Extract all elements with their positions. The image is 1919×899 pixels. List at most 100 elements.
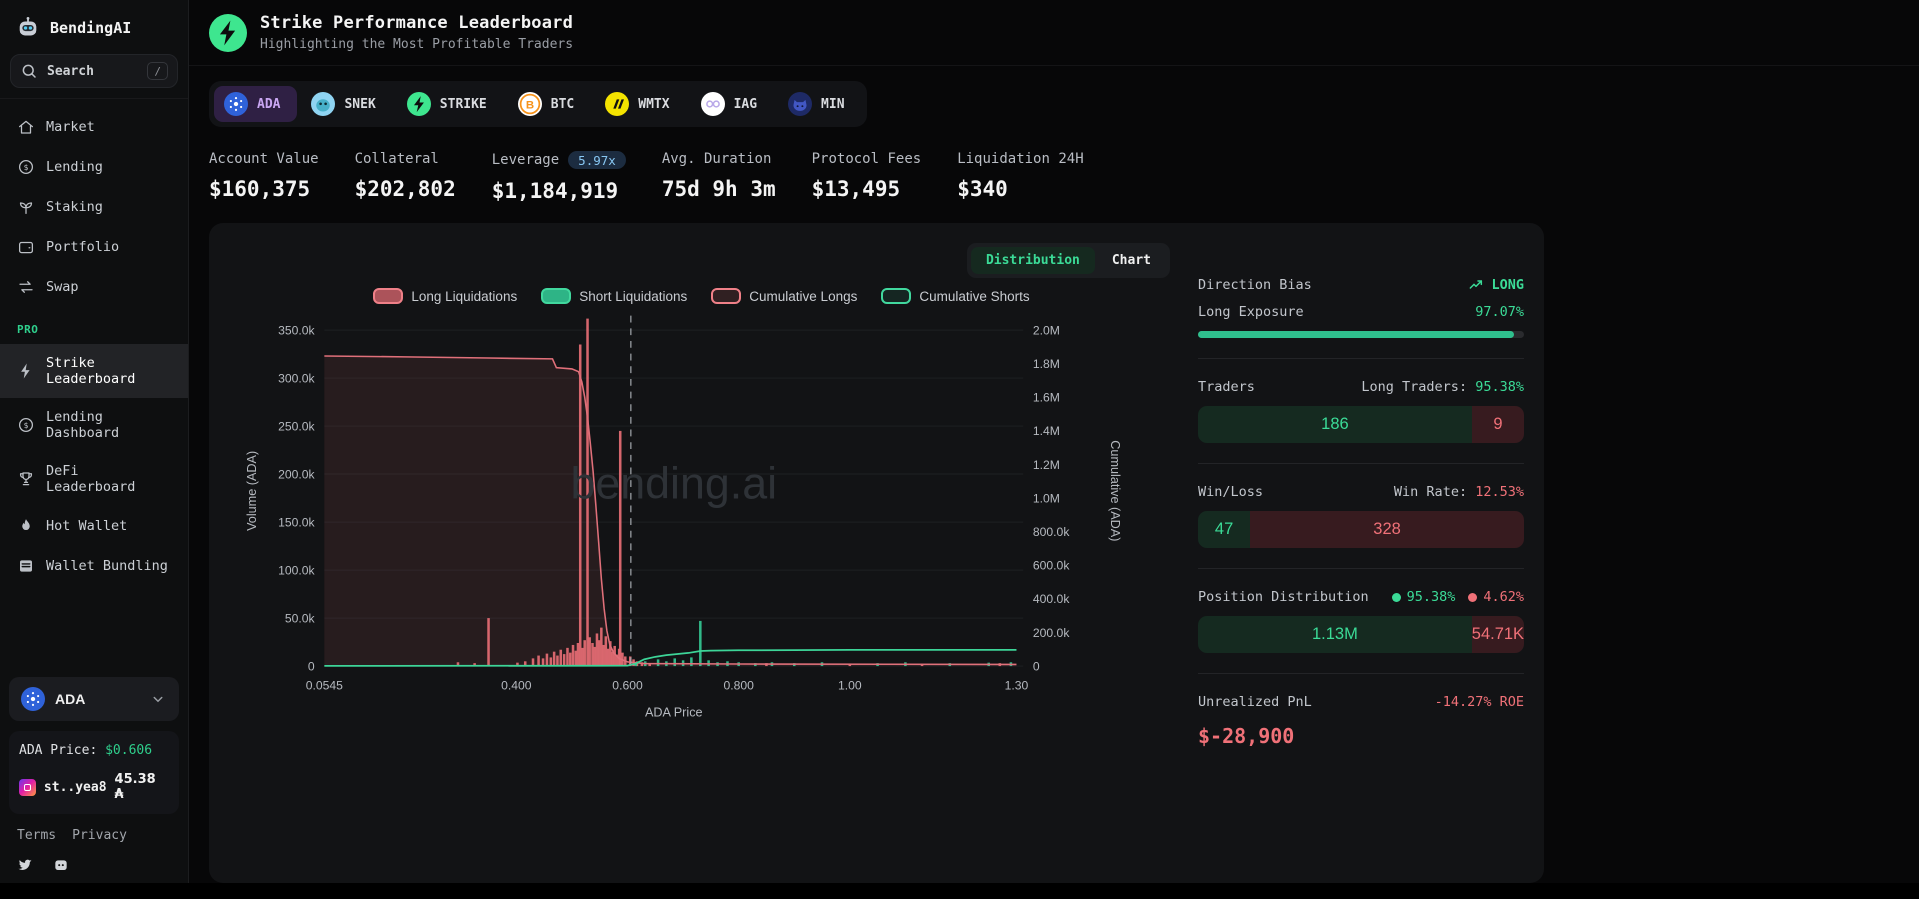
svg-text:bending.ai: bending.ai: [570, 459, 777, 509]
sidebar-item-label: Wallet Bundling: [46, 558, 168, 574]
chart-legend: Long Liquidations Short Liquidations Cumul…: [227, 288, 1176, 304]
svg-text:800.0k: 800.0k: [1033, 525, 1070, 539]
svg-text:1.4M: 1.4M: [1033, 424, 1060, 438]
sidebar-item-defi-leaderboard[interactable]: DeFi Leaderboard: [0, 452, 188, 506]
svg-text:0.400: 0.400: [501, 678, 532, 692]
tab-min[interactable]: MIN: [778, 86, 861, 122]
direction-bias-value: LONG: [1468, 277, 1524, 293]
tab-btc[interactable]: B BTC: [508, 86, 591, 122]
liquidation-distribution-chart[interactable]: bending.ai 0 50.0k 100.0k 150.0k 200.0k 250.0k…: [227, 304, 1176, 734]
tab-snek[interactable]: SNEK: [301, 86, 392, 122]
traders-bar: 186 9: [1198, 406, 1524, 443]
wmtx-token-icon: [605, 92, 630, 116]
sidebar-item-wallet-bundling[interactable]: Wallet Bundling: [0, 546, 188, 586]
long-traders-stat: Long Traders: 95.38%: [1361, 379, 1524, 395]
tab-wmtx[interactable]: WMTX: [595, 86, 686, 122]
win-loss-bar: 47 328: [1198, 511, 1524, 548]
position-distribution-bar: 1.13M 54.71K: [1198, 616, 1524, 653]
robot-logo-icon: [19, 16, 37, 36]
svg-text:1.8M: 1.8M: [1033, 357, 1060, 371]
sidebar-item-label: Swap: [46, 279, 79, 295]
trophy-icon: [19, 472, 33, 486]
svg-text:0.600: 0.600: [612, 678, 643, 692]
svg-text:200.0k: 200.0k: [1033, 626, 1070, 640]
svg-text:100.0k: 100.0k: [278, 563, 315, 577]
sidebar-item-lending[interactable]: $ Lending: [0, 147, 188, 187]
sidebar-item-market[interactable]: Market: [0, 107, 188, 147]
wallet-balance: 45.38 ₳: [114, 772, 156, 802]
sidebar-item-lending-dashboard[interactable]: $ Lending Dashboard: [0, 398, 188, 452]
long-exposure-value: 97.07%: [1475, 304, 1524, 320]
discord-icon[interactable]: [53, 857, 69, 873]
sidebar-item-label: Portfolio: [46, 239, 120, 255]
sidebar-item-label: Lending: [46, 159, 103, 175]
legend-item-cumulative-shorts[interactable]: Cumulative Shorts: [881, 288, 1030, 304]
price-box: ADA Price: $0.606 st..yea8 45.38 ₳: [9, 731, 179, 814]
stat-protocol-fees: Protocol Fees $13,495: [811, 151, 922, 201]
divider: [1198, 673, 1524, 674]
sidebar-item-label: Lending Dashboard: [46, 409, 120, 441]
snek-token-icon: [311, 92, 336, 116]
sidebar-item-label: Market: [46, 119, 95, 135]
short-position-value: 54.71K: [1472, 616, 1524, 653]
sidebar-item-hot-wallet[interactable]: Hot Wallet: [0, 506, 188, 546]
twitter-icon[interactable]: [17, 857, 33, 873]
iag-token-icon: [700, 92, 725, 116]
direction-bias-label: Direction Bias: [1198, 277, 1312, 293]
svg-text:250.0k: 250.0k: [278, 419, 315, 433]
app-title: BendingAI: [50, 19, 132, 37]
token-selector[interactable]: ADA: [9, 677, 179, 721]
sidebar-bottom: ADA ADA Price: $0.606 st..yea8 45.38 ₳ T…: [0, 677, 188, 873]
privacy-link[interactable]: Privacy: [72, 828, 127, 843]
tab-strike[interactable]: STRIKE: [397, 86, 504, 122]
page-subtitle: Highlighting the Most Profitable Traders: [260, 37, 574, 52]
legend-item-cumulative-longs[interactable]: Cumulative Longs: [711, 288, 857, 304]
unrealized-pnl-value: $-28,900: [1198, 724, 1295, 748]
main-content: Strike Performance Leaderboard Highlight…: [189, 0, 1919, 883]
ada-price: ADA Price: $0.606: [19, 743, 153, 758]
short-dot-icon: [1468, 592, 1478, 602]
app-logo[interactable]: BendingAI: [0, 8, 188, 52]
tab-iag[interactable]: IAG: [691, 86, 774, 122]
search-icon: [22, 64, 36, 78]
divider: [1198, 358, 1524, 359]
long-position-value: 1.13M: [1198, 616, 1472, 653]
legend-item-long-liquidations[interactable]: Long Liquidations: [373, 288, 517, 304]
legend-swatch: [711, 288, 742, 304]
losses-count: 328: [1250, 511, 1524, 548]
svg-text:Cumulative (ADA): Cumulative (ADA): [1108, 440, 1122, 541]
terms-link[interactable]: Terms: [17, 828, 57, 843]
pro-section-label: PRO: [17, 323, 39, 336]
leaderboard-card: Distribution Chart Long Liquidations Shor…: [209, 223, 1544, 883]
sidebar-item-label: Hot Wallet: [46, 518, 128, 534]
chevron-down-icon: [153, 696, 163, 703]
ada-token-icon: [224, 92, 248, 116]
home-icon: [18, 120, 34, 134]
svg-text:$: $: [24, 421, 29, 430]
svg-text:0.800: 0.800: [723, 678, 754, 692]
sidebar-item-strike-leaderboard[interactable]: Strike Leaderboard: [0, 344, 188, 398]
sidebar: BendingAI Search / Market $ Lending Staking…: [0, 0, 189, 883]
svg-text:300.0k: 300.0k: [278, 371, 315, 385]
sidebar-item-label: DeFi Leaderboard: [46, 463, 136, 495]
sidebar-item-staking[interactable]: Staking: [0, 187, 188, 227]
view-toggle: Distribution Chart: [966, 243, 1170, 278]
stat-leverage: Leverage 5.97x $1,184,919: [492, 151, 626, 203]
sidebar-item-portfolio[interactable]: Portfolio: [0, 227, 188, 267]
leverage-badge: 5.97x: [568, 151, 626, 169]
sidebar-item-swap[interactable]: Swap: [0, 267, 188, 307]
tab-ada[interactable]: ADA: [214, 86, 298, 122]
tab-chart[interactable]: Chart: [1097, 247, 1166, 274]
unrealized-pnl-label: Unrealized PnL: [1198, 694, 1312, 710]
traders-label: Traders: [1198, 379, 1255, 395]
svg-text:150.0k: 150.0k: [278, 515, 315, 529]
wallet-row[interactable]: st..yea8 45.38 ₳: [19, 772, 169, 802]
trend-up-icon: [1470, 280, 1483, 289]
sidebar-item-label: Strike Leaderboard: [46, 355, 136, 387]
search-input[interactable]: Search /: [10, 54, 178, 88]
tab-distribution[interactable]: Distribution: [970, 247, 1095, 274]
win-rate-stat: Win Rate: 12.53%: [1393, 484, 1524, 500]
legend-item-short-liquidations[interactable]: Short Liquidations: [541, 288, 687, 304]
nav-main: Market $ Lending Staking Portfolio Swap: [0, 107, 188, 307]
